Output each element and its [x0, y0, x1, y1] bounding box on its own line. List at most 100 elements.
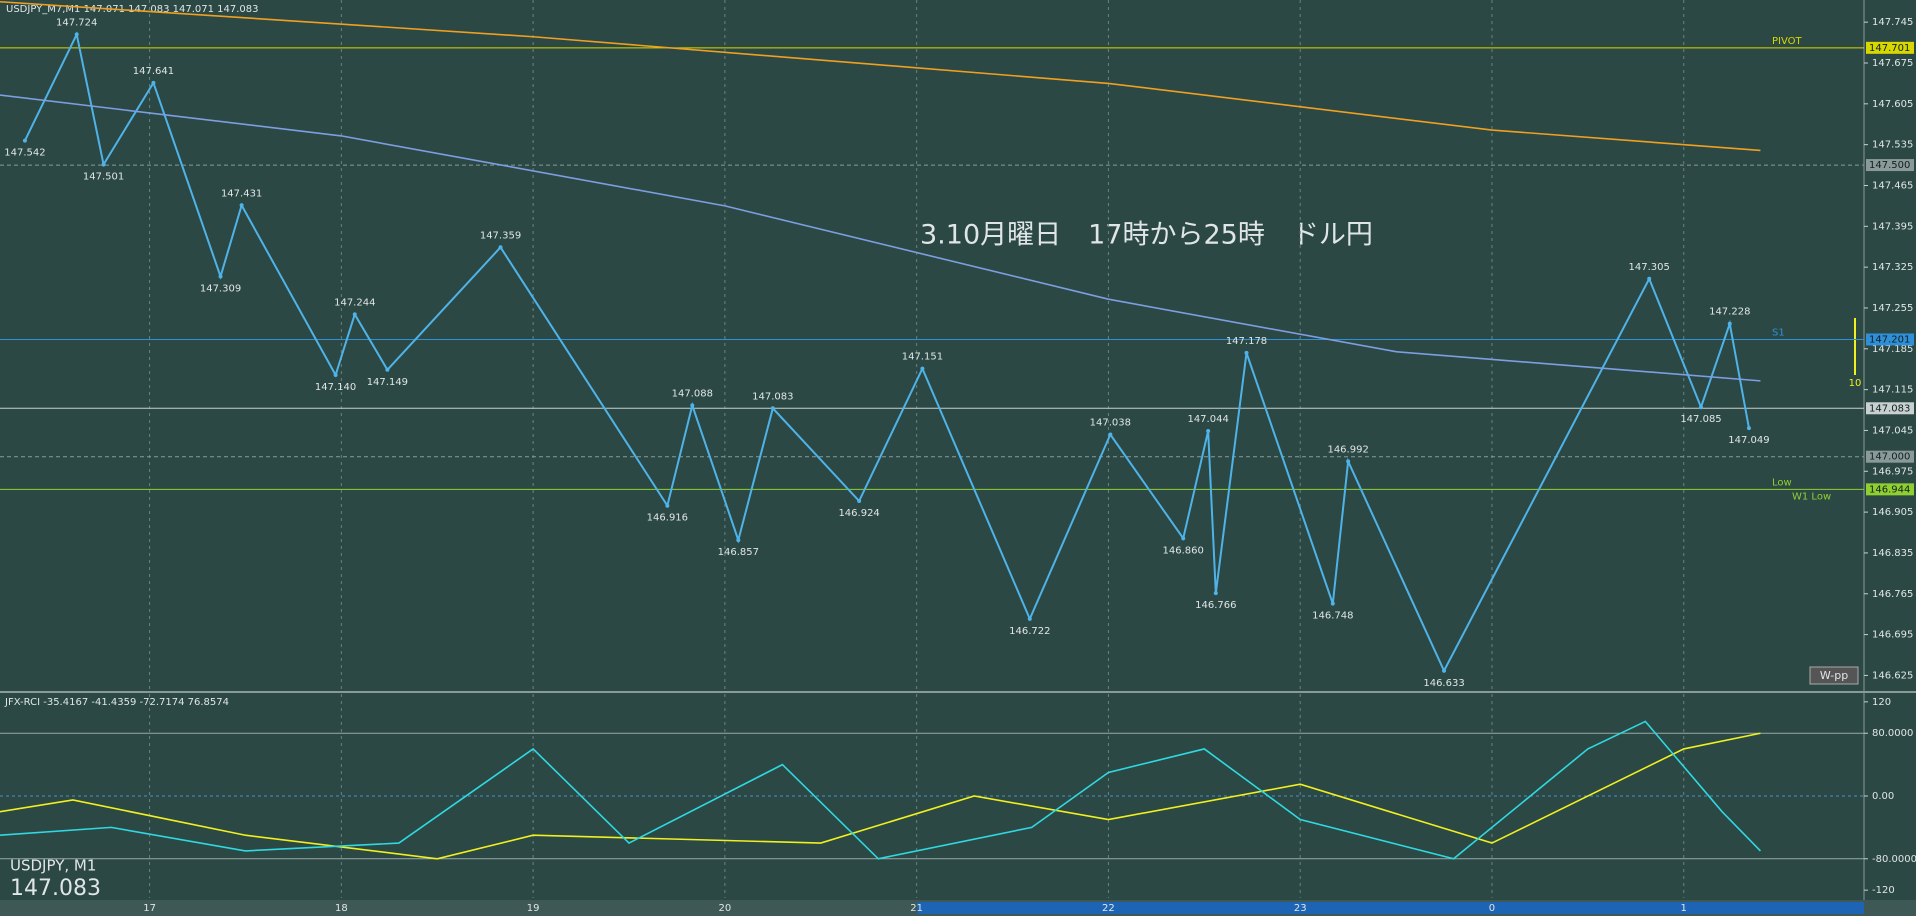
- price-label: 146.748: [1312, 611, 1353, 622]
- y-tick-label: 147.465: [1872, 180, 1913, 191]
- price-point: [101, 162, 106, 167]
- sub-title: JFX-RCI -35.4167 -41.4359 -72.7174 76.85…: [4, 697, 229, 708]
- level-box: [1866, 402, 1914, 415]
- level-value: 147.701: [1869, 43, 1910, 54]
- level-label: PIVOT: [1772, 36, 1803, 47]
- y-tick-label: 146.695: [1872, 630, 1913, 641]
- x-tick-label: 0: [1489, 903, 1495, 914]
- x-tick-label: 20: [719, 903, 732, 914]
- price-label: 146.924: [838, 508, 879, 519]
- price-label: 147.038: [1090, 418, 1131, 429]
- price-point: [1746, 426, 1751, 431]
- x-tick-label: 18: [335, 903, 348, 914]
- level-label: W1 Low: [1792, 491, 1831, 502]
- y-tick-label: 147.675: [1872, 58, 1913, 69]
- y-tick-label: 146.625: [1872, 670, 1913, 681]
- price-label: 147.140: [315, 382, 356, 393]
- y-tick-label: 146.975: [1872, 466, 1913, 477]
- price-point: [333, 373, 338, 378]
- y-tick-label: 147.745: [1872, 17, 1913, 28]
- price-point: [920, 366, 925, 371]
- series-line: [0, 720, 1762, 860]
- y-tick-label: 147.605: [1872, 99, 1913, 110]
- level-value: 147.500: [1869, 160, 1910, 171]
- y-tick-label: 147.045: [1872, 425, 1913, 436]
- y-tick-label: -120: [1872, 885, 1895, 896]
- level-box: [1866, 483, 1914, 496]
- price-point: [736, 538, 741, 543]
- price-label: 147.309: [200, 283, 241, 294]
- price-label: 147.431: [221, 188, 262, 199]
- price-label: 147.724: [56, 17, 97, 28]
- price-point: [151, 80, 156, 85]
- price-point: [239, 203, 244, 208]
- time-highlight: [917, 902, 1864, 914]
- y-tick-label: 147.395: [1872, 221, 1913, 232]
- price-label: 146.992: [1327, 444, 1368, 455]
- price-point: [218, 274, 223, 279]
- price-point: [1727, 321, 1732, 326]
- level-box: [1866, 41, 1914, 54]
- level-value: 147.201: [1869, 334, 1910, 345]
- series-line: [0, 732, 1761, 860]
- price-point: [1181, 536, 1186, 541]
- price-point: [352, 312, 357, 317]
- price-point: [1108, 432, 1113, 437]
- x-tick-label: 21: [910, 903, 923, 914]
- price-point: [1346, 459, 1351, 464]
- price-label: 146.916: [647, 513, 688, 524]
- w-pp-label[interactable]: W-pp: [1820, 669, 1848, 682]
- price-label: 147.501: [83, 171, 124, 182]
- price-point: [665, 503, 670, 508]
- price-point: [74, 32, 79, 37]
- price-label: 147.641: [133, 66, 174, 77]
- y-tick-label: 120: [1872, 697, 1891, 708]
- header: USDJPY_M7,M1 147.071 147.083 147.071 147…: [6, 4, 259, 15]
- y-tick-label: -80.0000: [1872, 854, 1916, 865]
- x-tick-label: 23: [1294, 903, 1307, 914]
- price-label: 147.359: [480, 230, 521, 241]
- price-label: 147.305: [1629, 262, 1670, 273]
- level-box: [1866, 333, 1914, 346]
- price-point: [1244, 350, 1249, 355]
- x-tick-label: 1: [1681, 903, 1687, 914]
- series-line: [0, 0, 1761, 152]
- price-label: 147.151: [902, 352, 943, 363]
- level-label: Low: [1772, 477, 1792, 488]
- price-label: 147.085: [1680, 414, 1721, 425]
- y-tick-label: 147.115: [1872, 385, 1913, 396]
- y-tick-label: 146.835: [1872, 548, 1913, 559]
- price-label: 147.088: [672, 388, 713, 399]
- price-label: 147.244: [334, 297, 375, 308]
- price-label: 146.857: [718, 547, 759, 558]
- price-point: [1206, 429, 1211, 434]
- y-tick-label: 147.325: [1872, 262, 1913, 273]
- y-tick-label: 147.255: [1872, 303, 1913, 314]
- price-label: 147.542: [4, 148, 45, 159]
- price-label: 146.766: [1195, 600, 1236, 611]
- price-label: 146.860: [1163, 545, 1204, 556]
- y-tick-label: 147.535: [1872, 140, 1913, 151]
- x-tick-label: 19: [527, 903, 540, 914]
- price-point: [690, 403, 695, 408]
- y-tick-label: 80.0000: [1872, 728, 1913, 739]
- y-tick-label: 146.905: [1872, 507, 1913, 518]
- w-pp-button[interactable]: [1809, 666, 1859, 685]
- level-label: S1: [1772, 327, 1785, 338]
- price-point: [857, 499, 862, 504]
- price-label: 147.083: [752, 391, 793, 402]
- price-point: [1647, 276, 1652, 281]
- range-label: 10: [1849, 378, 1862, 389]
- chart-title: 3.10月曜日 17時から25時 ドル円: [920, 220, 1373, 251]
- price-label: 147.044: [1187, 414, 1228, 425]
- y-tick-label: 146.765: [1872, 589, 1913, 600]
- price-label: 147.149: [367, 377, 408, 388]
- y-tick-label: 0.00: [1872, 791, 1894, 802]
- last-price: 147.083: [10, 876, 101, 901]
- price-point: [498, 245, 503, 250]
- symbol: USDJPY, M1: [10, 857, 96, 875]
- price-label: 147.178: [1226, 336, 1267, 347]
